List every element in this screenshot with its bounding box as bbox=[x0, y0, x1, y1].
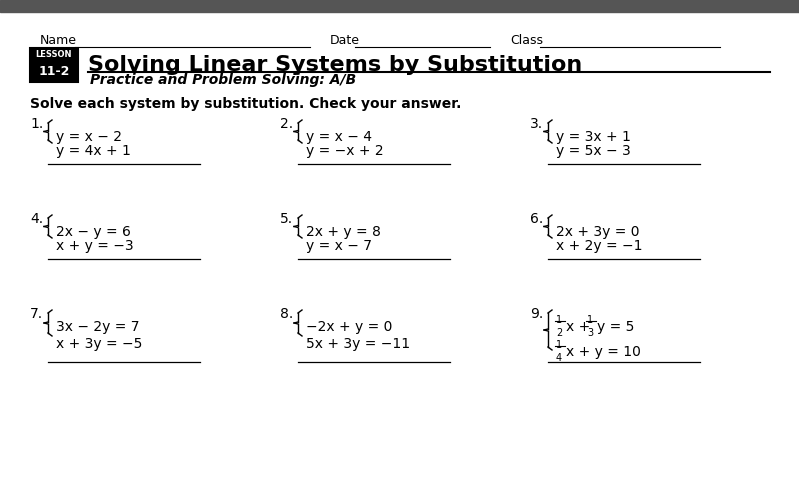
Text: 1: 1 bbox=[556, 340, 562, 350]
Text: LESSON: LESSON bbox=[36, 50, 72, 59]
Text: 7.: 7. bbox=[30, 307, 43, 321]
Text: x + y = 10: x + y = 10 bbox=[566, 345, 641, 359]
Text: y = x − 4: y = x − 4 bbox=[306, 130, 372, 144]
Text: 8.: 8. bbox=[280, 307, 293, 321]
Text: y = 5: y = 5 bbox=[597, 320, 634, 334]
Text: x + 2y = −1: x + 2y = −1 bbox=[556, 239, 642, 253]
Text: 4.: 4. bbox=[30, 212, 43, 226]
Text: 2x − y = 6: 2x − y = 6 bbox=[56, 225, 131, 239]
Text: Practice and Problem Solving: A/B: Practice and Problem Solving: A/B bbox=[90, 73, 356, 87]
Text: 1: 1 bbox=[587, 315, 593, 325]
Text: 1.: 1. bbox=[30, 117, 43, 131]
Text: 4: 4 bbox=[556, 353, 562, 363]
Text: x +: x + bbox=[566, 320, 590, 334]
Text: 6.: 6. bbox=[530, 212, 543, 226]
Text: 3: 3 bbox=[587, 328, 593, 338]
Text: y = x − 2: y = x − 2 bbox=[56, 130, 122, 144]
Text: 2x + y = 8: 2x + y = 8 bbox=[306, 225, 381, 239]
Text: 2x + 3y = 0: 2x + 3y = 0 bbox=[556, 225, 639, 239]
Text: Class: Class bbox=[510, 34, 543, 47]
Text: 3x − 2y = 7: 3x − 2y = 7 bbox=[56, 320, 140, 334]
FancyBboxPatch shape bbox=[30, 48, 78, 82]
Text: x + 3y = −5: x + 3y = −5 bbox=[56, 337, 142, 351]
Text: 3.: 3. bbox=[530, 117, 543, 131]
Text: 11-2: 11-2 bbox=[38, 65, 70, 78]
Text: y = −x + 2: y = −x + 2 bbox=[306, 144, 384, 158]
Text: Name: Name bbox=[40, 34, 77, 47]
Text: 9.: 9. bbox=[530, 307, 543, 321]
Bar bbox=[0, 0, 799, 12]
Text: 2: 2 bbox=[556, 328, 562, 338]
Text: Solve each system by substitution. Check your answer.: Solve each system by substitution. Check… bbox=[30, 97, 461, 111]
Text: y = 4x + 1: y = 4x + 1 bbox=[56, 144, 131, 158]
Text: y = 5x − 3: y = 5x − 3 bbox=[556, 144, 630, 158]
Text: 1: 1 bbox=[556, 315, 562, 325]
Text: y = x − 7: y = x − 7 bbox=[306, 239, 372, 253]
Text: 5.: 5. bbox=[280, 212, 293, 226]
Text: y = 3x + 1: y = 3x + 1 bbox=[556, 130, 631, 144]
Text: x + y = −3: x + y = −3 bbox=[56, 239, 133, 253]
Text: 5x + 3y = −11: 5x + 3y = −11 bbox=[306, 337, 410, 351]
Text: Date: Date bbox=[330, 34, 360, 47]
Text: −2x + y = 0: −2x + y = 0 bbox=[306, 320, 392, 334]
Text: Solving Linear Systems by Substitution: Solving Linear Systems by Substitution bbox=[88, 55, 582, 75]
Text: 2.: 2. bbox=[280, 117, 293, 131]
